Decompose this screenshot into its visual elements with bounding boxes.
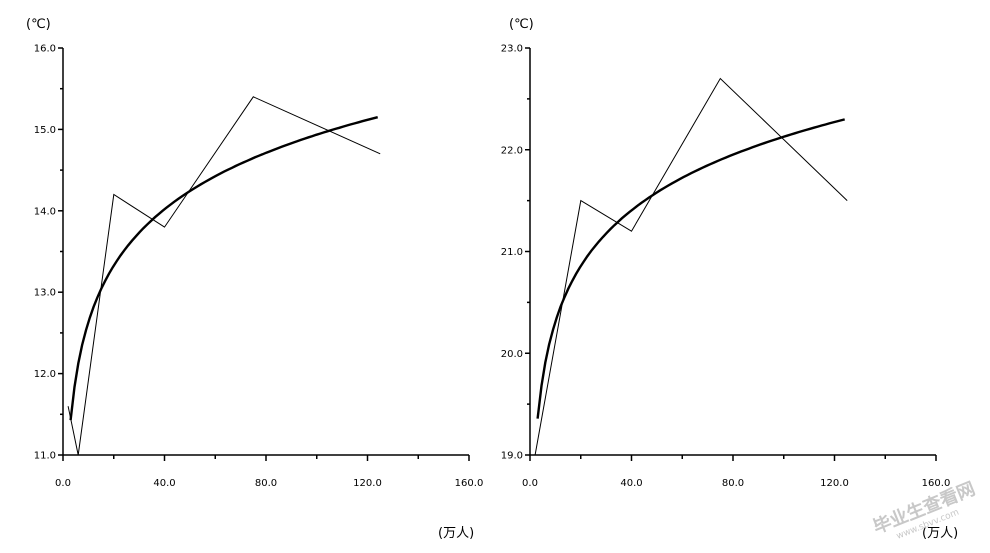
left-temperature-chart: 11.0 12.0 13.0 14.0 15.0 16.0 0.0 40.0 80.0 120.0… [26,17,483,541]
right-temperature-chart: 19.0 20.0 21.0 22.0 23.0 0.0 40.0 80.0 120.0 160.… [501,17,958,541]
y-tick-label: 21.0 [501,247,523,258]
x-tick-label: 0.0 [55,478,71,489]
y-tick-label: 11.0 [34,451,56,462]
y-tick-label: 20.0 [501,349,523,360]
y-unit-label: (℃) [26,17,51,32]
x-tick-label: 120.0 [353,478,382,489]
x-tick-label: 40.0 [153,478,175,489]
fitted-curve-line [69,116,378,421]
y-unit-label: (℃) [509,17,534,32]
x-tick-label: 40.0 [620,478,642,489]
y-tick-label: 14.0 [34,206,56,217]
y-tick-label: 15.0 [34,125,56,136]
x-unit-label: (万人) [922,526,958,541]
x-tick-label: 120.0 [820,478,849,489]
x-tick-label: 160.0 [455,478,484,489]
x-tick-label: 0.0 [522,478,538,489]
x-tick-label: 80.0 [255,478,277,489]
y-tick-label: 16.0 [34,44,56,55]
y-tick-label: 13.0 [34,288,56,299]
observed-series-line [67,96,381,456]
x-tick-label: 160.0 [922,478,951,489]
y-tick-label: 23.0 [501,44,523,55]
y-tick-label: 12.0 [34,369,56,380]
x-unit-label: (万人) [438,526,474,541]
y-tick-label: 19.0 [501,451,523,462]
observed-series-line [534,77,848,456]
fitted-curve-line [536,118,845,419]
x-tick-label: 80.0 [722,478,744,489]
y-tick-label: 22.0 [501,145,523,156]
